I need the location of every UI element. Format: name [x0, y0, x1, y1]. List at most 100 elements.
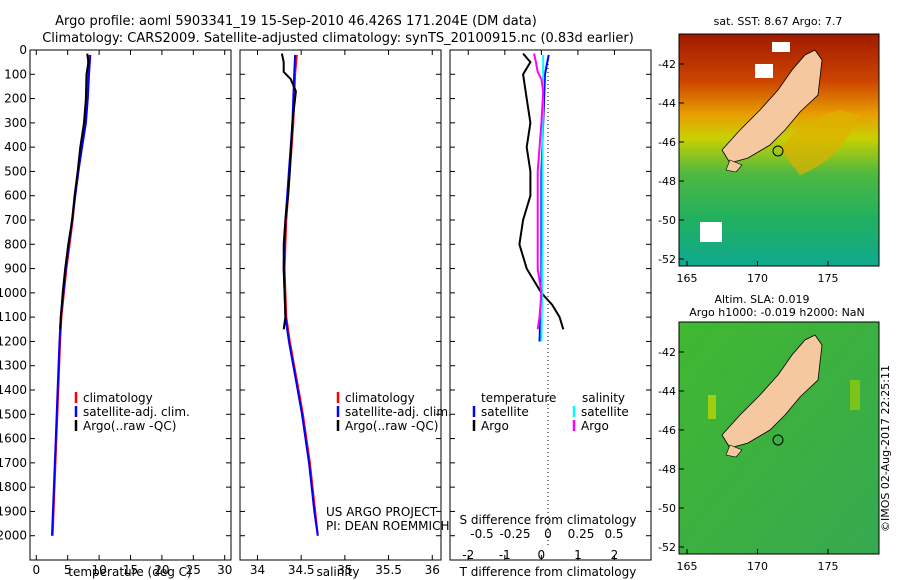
legend-label: climatology	[83, 391, 153, 405]
x-tick-label: 1	[574, 548, 582, 562]
legend-header-temperature: temperature	[481, 391, 556, 405]
series-line	[282, 54, 319, 536]
y-tick-label: 1000	[0, 286, 27, 300]
difference-legend: temperature salinity satellite Argo sate…	[472, 391, 629, 433]
x-tick-label: 20	[154, 563, 169, 577]
y-tick-label: 500	[4, 164, 27, 178]
series-line	[51, 54, 92, 536]
s-tick-label: -0.5	[470, 527, 493, 541]
lat-tick-label: -46	[658, 424, 676, 437]
legend-label: satellite-adj. clim.	[345, 405, 452, 419]
sla-field	[679, 322, 879, 554]
salinity-axis: 34 34.5 35 35.5 36	[240, 49, 441, 577]
lon-tick-label: 170	[747, 560, 768, 573]
temperature-axis: 0 5 10 15 20 25 300100200300400500600700800900…	[0, 43, 232, 577]
salinity-plot-frame	[239, 49, 442, 561]
y-tick-label: 100	[4, 67, 27, 81]
sst-map-title: sat. SST: 8.67 Argo: 7.7	[714, 15, 843, 28]
lat-tick-label: -50	[658, 502, 676, 515]
lon-tick-label: 170	[747, 272, 768, 285]
legend-label: satellite	[481, 405, 529, 419]
temperature-xlabel: temperature (deg C)	[68, 565, 191, 579]
y-tick-label: 200	[4, 92, 27, 106]
lat-tick-label: -48	[658, 175, 676, 188]
lon-tick-label: 165	[677, 272, 698, 285]
legend-label: Argo	[581, 419, 609, 433]
temperature-plot-frame	[29, 49, 232, 561]
s-tick-label: 0.5	[604, 527, 623, 541]
series-line	[280, 53, 297, 330]
difference-series	[518, 52, 565, 342]
lat-tick-label: -46	[658, 136, 676, 149]
s-difference-label: S difference from climatology	[460, 513, 637, 527]
s-tick-label: -0.25	[499, 527, 530, 541]
stewart-island	[725, 444, 743, 458]
x-tick-label: 35.5	[375, 563, 402, 577]
temperature-legend: climatology satellite-adj. clim. Argo(..…	[74, 391, 190, 433]
x-tick-label: 10	[91, 563, 106, 577]
legend-label: climatology	[345, 391, 415, 405]
y-tick-label: 400	[4, 140, 27, 154]
lat-tick-label: -42	[658, 58, 676, 71]
sla-anomaly-patch	[708, 395, 716, 419]
sla-map-title: Altim. SLA: 0.019	[714, 293, 809, 306]
t-difference-xlabel: T difference from climatology	[459, 565, 637, 579]
y-tick-label: 1800	[0, 480, 27, 494]
series-line	[518, 52, 565, 330]
series-line	[533, 53, 545, 330]
header-line1: Argo profile: aoml 5903341_19 15-Sep-201…	[55, 14, 537, 29]
y-tick-label: 1500	[0, 407, 27, 421]
x-tick-label: -1	[499, 548, 511, 562]
x-tick-label: 30	[217, 563, 232, 577]
y-tick-label: 1300	[0, 359, 27, 373]
stewart-island	[725, 159, 743, 173]
s-tick-label: 0.25	[568, 527, 595, 541]
y-tick-label: 700	[4, 213, 27, 227]
difference-plot-frame	[449, 49, 652, 561]
lon-tick-label: 165	[677, 560, 698, 573]
y-tick-label: 1900	[0, 504, 27, 518]
y-tick-label: 1400	[0, 383, 27, 397]
y-tick-label: 300	[4, 116, 27, 130]
sst-map-frame	[678, 33, 880, 267]
sla-map-subtitle: Argo h1000: -0.019 h2000: NaN	[689, 306, 865, 319]
sla-anomaly-patch	[850, 380, 860, 410]
lat-tick-label: -44	[658, 385, 676, 398]
lat-tick-label: -48	[658, 463, 676, 476]
x-tick-label: 5	[64, 563, 72, 577]
missing-data-patch	[755, 64, 773, 78]
salinity-xlabel: salinity	[316, 565, 359, 579]
x-tick-label: 34	[250, 563, 265, 577]
x-tick-label: 25	[186, 563, 201, 577]
difference-axis: -2 -1 0 1 2 -0.5 -0.25 0 0.25 0.5	[450, 49, 651, 562]
y-tick-label: 600	[4, 189, 27, 203]
y-tick-label: 2000	[0, 529, 27, 543]
lon-tick-label: 175	[818, 272, 839, 285]
salinity-series	[280, 53, 319, 536]
sla-map-frame	[678, 321, 880, 555]
lat-tick-label: -52	[658, 253, 676, 266]
argo-location-marker	[772, 145, 784, 157]
x-tick-label: 36	[425, 563, 440, 577]
y-tick-label: 1100	[0, 310, 27, 324]
x-tick-label: 35	[337, 563, 352, 577]
lon-tick-label: 175	[818, 560, 839, 573]
x-tick-label: 0	[538, 548, 546, 562]
legend-label: Argo(..raw -QC)	[345, 419, 438, 433]
x-tick-label: 0	[32, 563, 40, 577]
x-tick-label: -2	[462, 548, 474, 562]
legend-label: Argo(..raw -QC)	[83, 419, 176, 433]
argo-location-marker	[772, 434, 784, 446]
y-tick-label: 0	[19, 43, 27, 57]
warm-water-patch	[780, 110, 860, 175]
y-tick-label: 800	[4, 237, 27, 251]
s-tick-label: 0	[544, 527, 552, 541]
header-line2: Climatology: CARS2009. Satellite-adjuste…	[42, 31, 634, 46]
lat-tick-label: -44	[658, 97, 676, 110]
missing-data-patch	[772, 42, 790, 52]
salinity-legend: climatology satellite-adj. clim. Argo(..…	[336, 391, 452, 433]
project-annotation: US ARGO PROJECT	[326, 505, 438, 519]
